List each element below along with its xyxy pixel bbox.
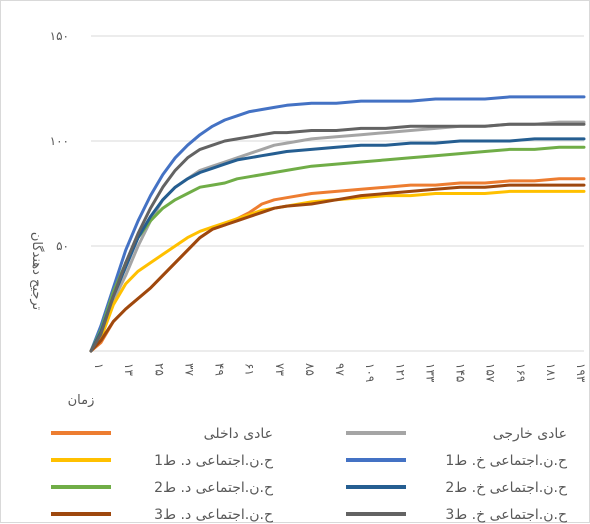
- legend-label: ح.ن.اجتماعی د. ط2: [154, 480, 274, 496]
- x-tick-label: ۱۴۵: [454, 363, 468, 382]
- legend-label: عادی خارجی: [493, 426, 567, 442]
- legend-label: ح.ن.اجتماعی خ. ط3: [445, 507, 568, 523]
- legend: عادی داخلی عادی خارجی ح.ن.اجتماعی د. ط1 ح.ن…: [51, 426, 568, 523]
- x-tick-label: ۱۳۳: [423, 363, 437, 383]
- x-tick-label: ۱۸۱: [544, 363, 558, 382]
- x-tick-label: ۶۱: [243, 363, 257, 376]
- x-tick-label: ۱۵۷: [484, 363, 498, 383]
- series-line: [89, 137, 586, 353]
- x-tick-label: ۳۷: [182, 363, 196, 376]
- x-tick-label: ۱۶۹: [514, 363, 528, 382]
- x-tick-label: ۷۳: [273, 363, 287, 376]
- x-tick-label: ۱۰۹: [363, 363, 377, 382]
- y-axis-title: ترجیح دهندگان: [29, 232, 45, 311]
- legend-label: ح.ن.اجتماعی خ. ط1: [445, 453, 568, 469]
- legend-label: عادی داخلی: [204, 426, 273, 442]
- series-line: [89, 122, 586, 353]
- x-tick-label: ۲۵: [152, 363, 166, 376]
- legend-label: ح.ن.اجتماعی د. ط1: [154, 453, 274, 469]
- series-line: [89, 177, 586, 353]
- legend-label: ح.ن.اجتماعی د. ط3: [154, 507, 274, 523]
- x-tick-label: ۹۷: [333, 363, 347, 376]
- series-lines: [89, 95, 586, 353]
- legend-label: ح.ن.اجتماعی خ. ط2: [445, 480, 568, 496]
- x-axis-title: زمان: [68, 393, 95, 408]
- x-tick-label: ۴۹: [213, 363, 227, 376]
- x-axis-ticks: ۱ ۱۳ ۲۵ ۳۷ ۴۹ ۶۱ ۷۳ ۸۵ ۹۷ ۱۰۹ ۱۲۱ ۱۳۳ ۱۴۵ ۱۵۷ ۱۶۹ ۱۸۱ ۱۹…: [92, 363, 588, 383]
- gridlines: [91, 35, 584, 352]
- series-line: [89, 120, 586, 353]
- series-line: [89, 95, 586, 353]
- x-tick-label: ۱۳: [122, 363, 136, 376]
- series-line: [89, 145, 586, 353]
- x-tick-label: ۱۲۱: [393, 363, 407, 382]
- x-tick-label: ۱: [92, 363, 106, 369]
- x-tick-label: ۱۹۳: [574, 363, 588, 383]
- series-line: [89, 183, 586, 353]
- y-axis-ticks: ۵۰ ۱۰۰ ۱۵۰: [50, 29, 69, 253]
- series-line: [89, 189, 586, 353]
- x-tick-label: ۸۵: [303, 363, 317, 376]
- y-tick-label: ۵۰: [56, 239, 69, 253]
- y-tick-label: ۱۵۰: [50, 29, 69, 43]
- y-tick-label: ۱۰۰: [50, 134, 69, 148]
